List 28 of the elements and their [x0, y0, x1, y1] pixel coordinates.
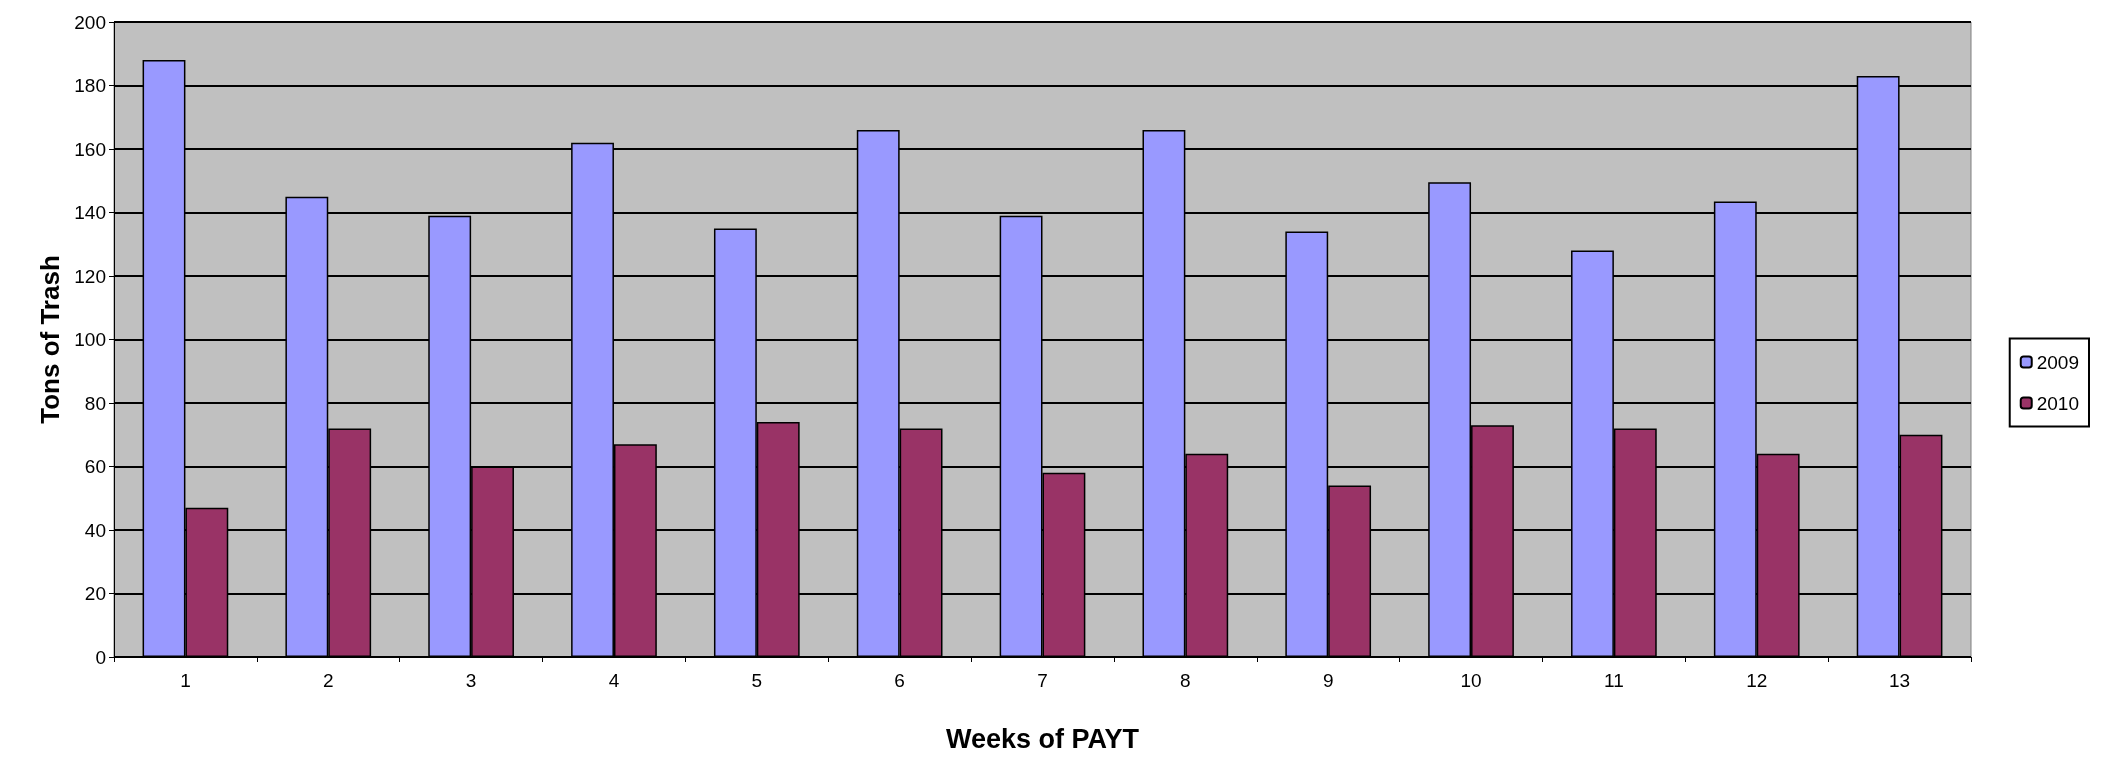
x-tick-label: 6 [894, 670, 905, 691]
y-tick-label: 0 [95, 646, 106, 668]
x-tick-label: 7 [1037, 670, 1048, 691]
y-tick-label: 20 [84, 583, 106, 604]
x-tick-label: 10 [1460, 670, 1482, 691]
x-tick-label: 12 [1746, 670, 1768, 691]
x-tick-label: 5 [751, 670, 763, 691]
y-tick-label: 180 [74, 75, 106, 96]
y-tick-label: 40 [84, 519, 106, 541]
x-tick-label: 3 [465, 670, 477, 691]
legend-label: 2010 [2036, 392, 2080, 414]
y-axis-title: Tons of Trash [35, 255, 66, 424]
y-tick-label: 80 [84, 392, 106, 414]
x-tick-label: 2 [322, 670, 334, 691]
y-tick-label: 100 [74, 329, 106, 350]
legend-label: 2009 [2036, 351, 2080, 373]
x-tick-label: 1 [180, 670, 191, 691]
x-tick-label: 11 [1604, 670, 1624, 691]
y-tick-label: 120 [74, 265, 106, 287]
y-tick-label: 200 [74, 11, 106, 33]
x-tick-label: 9 [1322, 670, 1334, 691]
y-tick-label: 140 [74, 202, 106, 223]
x-tick-label: 13 [1889, 670, 1911, 691]
x-axis-title: Weeks of PAYT [945, 723, 1140, 754]
y-tick-label: 60 [84, 456, 106, 477]
x-tick-label: 4 [608, 670, 620, 691]
y-tick-label: 160 [74, 138, 106, 160]
x-tick-label: 8 [1180, 670, 1191, 691]
